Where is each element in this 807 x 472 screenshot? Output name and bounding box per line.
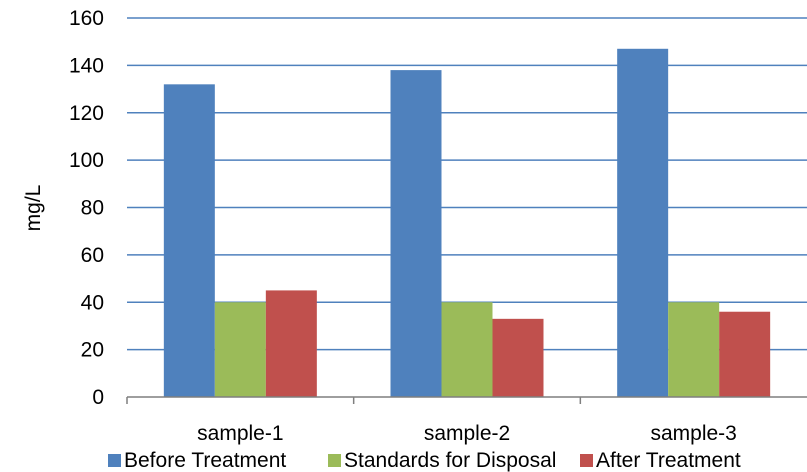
y-tick-label: 120 — [69, 102, 104, 125]
bar — [617, 48, 669, 397]
y-tick-labels: 0 20 40 60 80 100 120 140 160 — [69, 7, 104, 409]
bar — [441, 302, 493, 397]
bar — [719, 311, 771, 397]
x-tick-label: sample-2 — [424, 422, 510, 445]
legend-label: After Treatment — [596, 449, 741, 472]
y-axis-title: mg/L — [22, 185, 45, 232]
bars — [163, 48, 771, 398]
bar — [214, 302, 266, 397]
y-tick-label: 140 — [69, 54, 104, 77]
legend-label: Standards for Disposal — [344, 449, 556, 472]
y-tick-label: 40 — [81, 291, 104, 314]
legend-swatch — [328, 454, 341, 467]
legend-swatch — [580, 454, 593, 467]
y-tick-label: 160 — [69, 7, 104, 30]
y-tick-label: 80 — [81, 197, 104, 220]
gridlines — [127, 17, 807, 351]
legend: Before Treatment Standards for Disposal Af… — [108, 449, 741, 472]
x-tick-label: sample-1 — [197, 422, 283, 445]
y-tick-label: 60 — [81, 244, 104, 267]
legend-label: Before Treatment — [124, 449, 286, 472]
legend-item: Before Treatment — [108, 449, 286, 472]
bar — [668, 302, 720, 397]
bar — [163, 84, 215, 397]
bar — [265, 290, 317, 397]
legend-item: After Treatment — [580, 449, 741, 472]
y-tick-label: 0 — [92, 386, 104, 409]
x-tick-labels: sample-1 sample-2 sample-3 — [197, 422, 737, 445]
y-tick-label: 20 — [81, 339, 104, 362]
bar — [492, 318, 544, 397]
bar — [390, 70, 442, 398]
axes — [126, 396, 807, 404]
x-tick-label: sample-3 — [650, 422, 736, 445]
legend-swatch — [108, 454, 121, 467]
y-tick-label: 100 — [69, 149, 104, 172]
legend-item: Standards for Disposal — [328, 449, 556, 472]
